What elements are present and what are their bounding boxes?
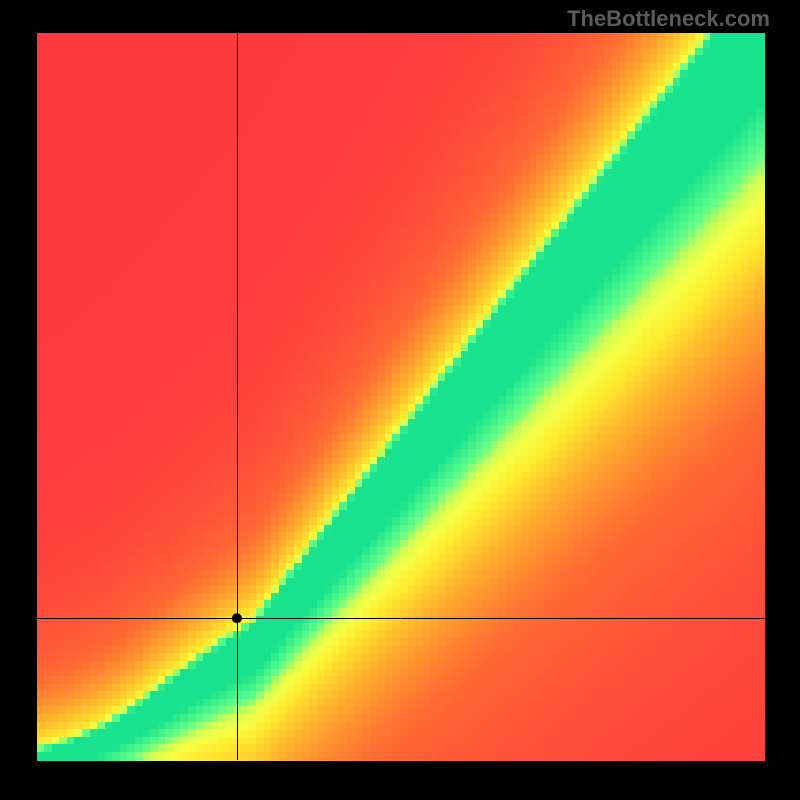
bottleneck-heatmap-canvas [0, 0, 800, 800]
chart-container: TheBottleneck.com [0, 0, 800, 800]
watermark-label: TheBottleneck.com [567, 6, 770, 32]
